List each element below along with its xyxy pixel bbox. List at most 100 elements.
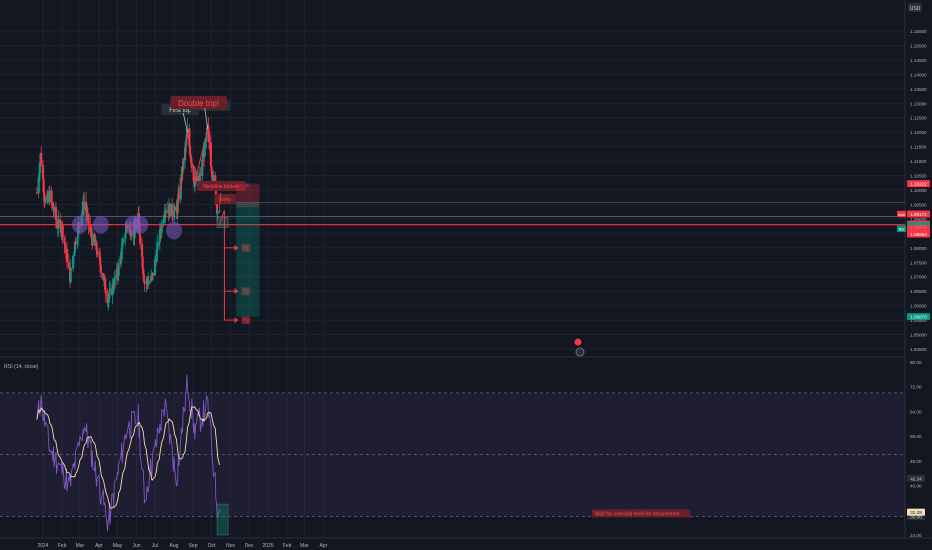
candle-body xyxy=(142,268,145,275)
candle-body xyxy=(89,224,92,233)
candle-body xyxy=(212,175,215,181)
event-flag-icon xyxy=(574,338,582,346)
touch-ellipse xyxy=(132,215,149,234)
target-badge xyxy=(241,316,251,325)
rsi-tick-label: 80.00 xyxy=(910,360,922,365)
candle-body xyxy=(198,173,201,180)
rsi-badge-label: 30.00 xyxy=(910,514,922,519)
candle-body xyxy=(95,241,98,251)
pattern-line xyxy=(175,129,213,219)
candle-body xyxy=(149,280,152,282)
time-tick-label: Feb xyxy=(58,543,67,549)
price-tick-label: 1.05000 xyxy=(910,333,927,338)
rsi-tick-label: 24.00 xyxy=(910,533,922,538)
target-arrowhead xyxy=(234,244,239,251)
candle-body xyxy=(207,131,211,143)
price-tick-label: 1.07000 xyxy=(910,275,927,280)
time-tick-label: Apr xyxy=(95,543,103,549)
candle-body xyxy=(87,214,90,225)
price-tick-label: 1.08000 xyxy=(910,246,927,251)
target-badge xyxy=(241,287,251,296)
candle-body xyxy=(195,176,198,182)
price-badge xyxy=(907,210,930,218)
candle-body xyxy=(198,179,201,182)
currency-badge xyxy=(908,3,922,12)
rsi-note: Wait for oversold level for retracement xyxy=(595,511,680,517)
candle-body xyxy=(51,203,54,209)
rsi-badge xyxy=(907,508,925,516)
candle-body xyxy=(38,173,41,178)
candle-body xyxy=(160,223,163,233)
target-path xyxy=(219,210,225,321)
candle-body xyxy=(108,288,112,292)
bid-tag-box xyxy=(897,225,906,232)
rsi-badge xyxy=(907,474,925,482)
candle-body xyxy=(90,232,93,239)
target-badge xyxy=(241,243,251,252)
candle-body xyxy=(54,206,58,220)
time-tick-label: Apr xyxy=(320,543,328,549)
candle-body xyxy=(103,277,106,279)
candle-body xyxy=(199,173,202,176)
candle-body xyxy=(50,190,53,202)
rsi-line xyxy=(36,374,220,532)
candle-body xyxy=(162,219,165,224)
currency-label: USD xyxy=(910,6,921,12)
target-label-1: T1 xyxy=(243,246,249,252)
candle-body xyxy=(153,259,157,276)
candle-body xyxy=(96,250,99,255)
candle-body xyxy=(163,216,166,220)
bid-tag: Bid xyxy=(899,227,905,232)
candle-body xyxy=(155,249,158,262)
candle-body xyxy=(73,241,77,253)
touch-ellipse xyxy=(165,221,182,240)
candle-body xyxy=(86,213,89,216)
candle-body xyxy=(112,288,115,289)
time-tick-label: May xyxy=(113,543,123,549)
grid xyxy=(0,0,905,538)
price-tick-label: 1.14000 xyxy=(910,72,927,77)
candle-body xyxy=(64,243,67,248)
double-top-label-box xyxy=(170,96,227,109)
candle-body xyxy=(190,157,193,164)
price-tick-label: 1.10000 xyxy=(910,188,927,193)
candle-body xyxy=(190,163,193,166)
price-badge xyxy=(907,230,930,238)
rsi-pane: RSI (14, close) Wait for oversold level f… xyxy=(0,364,905,536)
price-tick-label: 1.11500 xyxy=(910,145,927,150)
candle-body xyxy=(150,276,153,281)
price-badge-label: 1.09171 xyxy=(910,212,927,217)
candle-body xyxy=(218,211,221,212)
candle-body xyxy=(205,133,208,142)
candle-body xyxy=(43,191,46,198)
candle-body xyxy=(171,203,174,215)
price-tick-label: 1.10500 xyxy=(910,174,927,179)
time-tick-label: Jul xyxy=(152,543,158,549)
candle-body xyxy=(112,284,115,289)
entry-label: Entry xyxy=(219,197,231,203)
target-arrowhead xyxy=(234,288,239,295)
stop-zone xyxy=(236,183,260,208)
candle-body xyxy=(35,192,38,194)
entry-zone xyxy=(216,217,229,228)
candle-body xyxy=(93,234,96,243)
candle-body xyxy=(73,252,76,256)
time-axis: 2024 Feb Mar Apr May Jun Jul Aug Sep Oct Nov Dec 202… xyxy=(0,537,932,549)
rsi-tick-label: 64.00 xyxy=(910,409,922,414)
candle-body xyxy=(89,232,93,234)
price-tick-label: 1.15500 xyxy=(910,29,927,34)
candle-body xyxy=(164,210,167,214)
candle-body xyxy=(86,213,89,215)
double-top-label: Double top! xyxy=(178,99,219,108)
neckline-broken-label: Neckline broken xyxy=(203,184,239,190)
price-tick-label: 1.12500 xyxy=(910,116,927,121)
price-tick-label: 1.13000 xyxy=(910,101,927,106)
candle-body xyxy=(147,281,150,285)
candle-body xyxy=(119,256,122,265)
candle-body xyxy=(189,154,192,158)
price-tick-label: 1.12000 xyxy=(910,130,927,135)
candle-body xyxy=(173,206,176,212)
candle-body xyxy=(91,234,94,245)
candle-body xyxy=(124,226,128,234)
